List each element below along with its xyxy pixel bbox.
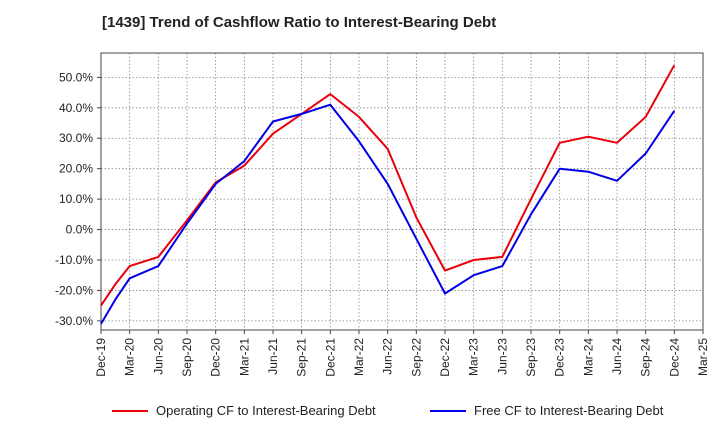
free-cf-line [100, 103, 676, 325]
y-tick-label: 40.0% [59, 101, 93, 115]
plot-frame [100, 52, 704, 331]
chart-title: [1439] Trend of Cashflow Ratio to Intere… [102, 14, 497, 31]
x-tick-label: Dec-23 [553, 338, 567, 377]
x-tick-label: Dec-21 [323, 338, 337, 377]
x-tick-label: Mar-22 [352, 338, 366, 376]
x-tick-label: Dec-20 [209, 338, 223, 377]
x-tick-label: Sep-20 [180, 338, 194, 377]
x-tick-label: Jun-22 [381, 338, 395, 375]
x-tick-label: Jun-20 [151, 338, 165, 375]
x-tick-label: Dec-24 [667, 338, 681, 377]
x-tick-label: Dec-19 [94, 338, 108, 377]
x-tick-label: Mar-21 [237, 338, 251, 376]
legend-label: Free CF to Interest-Bearing Debt [474, 403, 664, 418]
y-tick-label: 50.0% [59, 70, 93, 84]
y-tick-label: -20.0% [55, 283, 93, 297]
y-tick-label: 30.0% [59, 131, 93, 145]
x-tick-label: Mar-20 [123, 338, 137, 376]
x-tick-label: Sep-23 [524, 338, 538, 377]
operating-cf-line [100, 64, 676, 307]
x-tick-label: Jun-21 [266, 338, 280, 375]
x-tick-label: Dec-22 [438, 338, 452, 377]
x-tick-label: Jun-23 [495, 338, 509, 375]
x-tick-label: Sep-21 [295, 338, 309, 377]
y-tick-label: 10.0% [59, 192, 93, 206]
plot-area [101, 53, 703, 330]
y-tick-label: -30.0% [55, 314, 93, 328]
x-tick-label: Sep-22 [409, 338, 423, 377]
y-tick-label: 0.0% [66, 223, 94, 237]
y-tick-label: 20.0% [59, 162, 93, 176]
x-tick-label: Mar-25 [696, 338, 710, 376]
y-tick-label: -10.0% [55, 253, 93, 267]
x-tick-label: Sep-24 [639, 338, 653, 377]
x-tick-label: Jun-24 [610, 338, 624, 375]
x-tick-label: Mar-23 [467, 338, 481, 376]
x-tick-label: Mar-24 [581, 338, 595, 376]
legend-label: Operating CF to Interest-Bearing Debt [156, 403, 376, 418]
